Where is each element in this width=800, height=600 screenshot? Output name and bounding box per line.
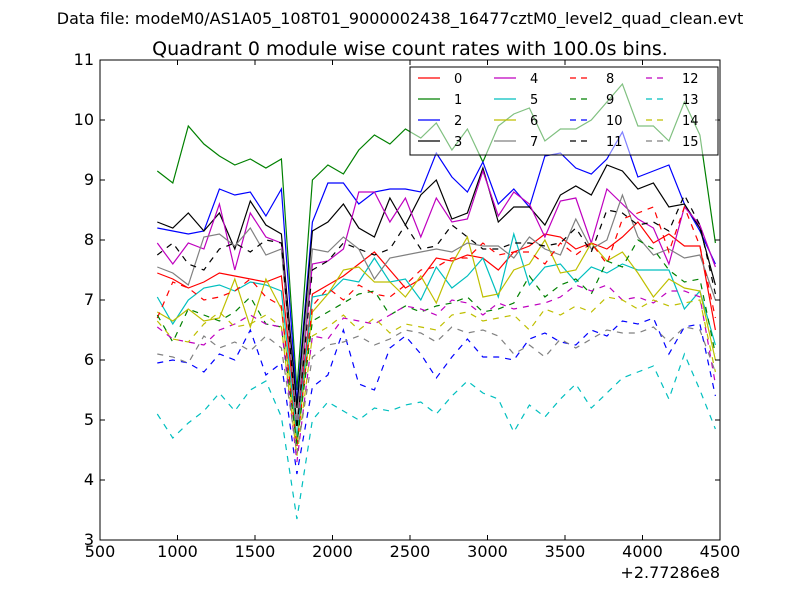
x-tick-label: 3500: [545, 542, 586, 561]
legend-label-15: 15: [682, 135, 699, 150]
legend-label-0: 0: [454, 72, 462, 87]
legend-label-3: 3: [454, 135, 462, 150]
x-tick-label: 1000: [157, 542, 198, 561]
legend-label-5: 5: [530, 93, 538, 108]
y-tick-label: 3: [84, 530, 94, 549]
chart-title: Quadrant 0 module wise count rates with …: [152, 38, 668, 60]
legend-label-1: 1: [454, 93, 462, 108]
y-tick-label: 4: [84, 470, 94, 489]
x-offset-label: +2.77286e8: [620, 563, 720, 582]
y-tick-label: 9: [84, 170, 94, 189]
legend-label-12: 12: [682, 72, 699, 87]
series-line-4: [156, 169, 716, 427]
x-tick-label: 2500: [390, 542, 431, 561]
chart-suptitle: Data file: modeM0/AS1A05_108T01_90000024…: [57, 9, 743, 29]
x-tick-label: 3000: [467, 542, 508, 561]
tick-layer: 500 1000 1500 2000 2500 3000 3500 4000 4500 3 4 5 6 7…: [74, 50, 741, 561]
x-tick-label: 500: [85, 542, 116, 561]
series-line-7: [157, 193, 716, 424]
legend-label-7: 7: [530, 135, 538, 150]
y-tick-label: 5: [84, 410, 94, 429]
legend-label-8: 8: [606, 72, 614, 87]
y-tick-label: 10: [74, 110, 94, 129]
legend-label-13: 13: [682, 93, 699, 108]
series-line-10: [157, 317, 716, 475]
legend-label-9: 9: [606, 93, 614, 108]
legend-label-2: 2: [454, 114, 462, 129]
y-tick-label: 7: [84, 290, 94, 309]
series-line-6: [156, 235, 716, 445]
series-line-9: [156, 239, 716, 445]
series-line-11: [156, 193, 716, 430]
x-tick-label: 4000: [622, 542, 663, 561]
y-tick-label: 8: [84, 230, 94, 249]
series-line-15: [157, 326, 716, 454]
series-line-5: [156, 231, 716, 439]
series-line-3: [157, 164, 716, 409]
y-tick-label: 6: [84, 350, 94, 369]
legend-label-11: 11: [606, 135, 623, 150]
legend-frame: [409, 66, 719, 156]
legend-label-6: 6: [530, 114, 538, 129]
y-tick-label: 11: [74, 50, 94, 69]
legend-label-10: 10: [606, 114, 623, 129]
x-tick-label: 2000: [312, 542, 353, 561]
x-tick-label: 4500: [700, 542, 741, 561]
series-line-0: [157, 221, 716, 427]
x-tick-label: 1500: [235, 542, 276, 561]
legend-label-14: 14: [682, 114, 699, 129]
series-line-14: [156, 296, 716, 457]
legend-label-4: 4: [530, 72, 538, 87]
